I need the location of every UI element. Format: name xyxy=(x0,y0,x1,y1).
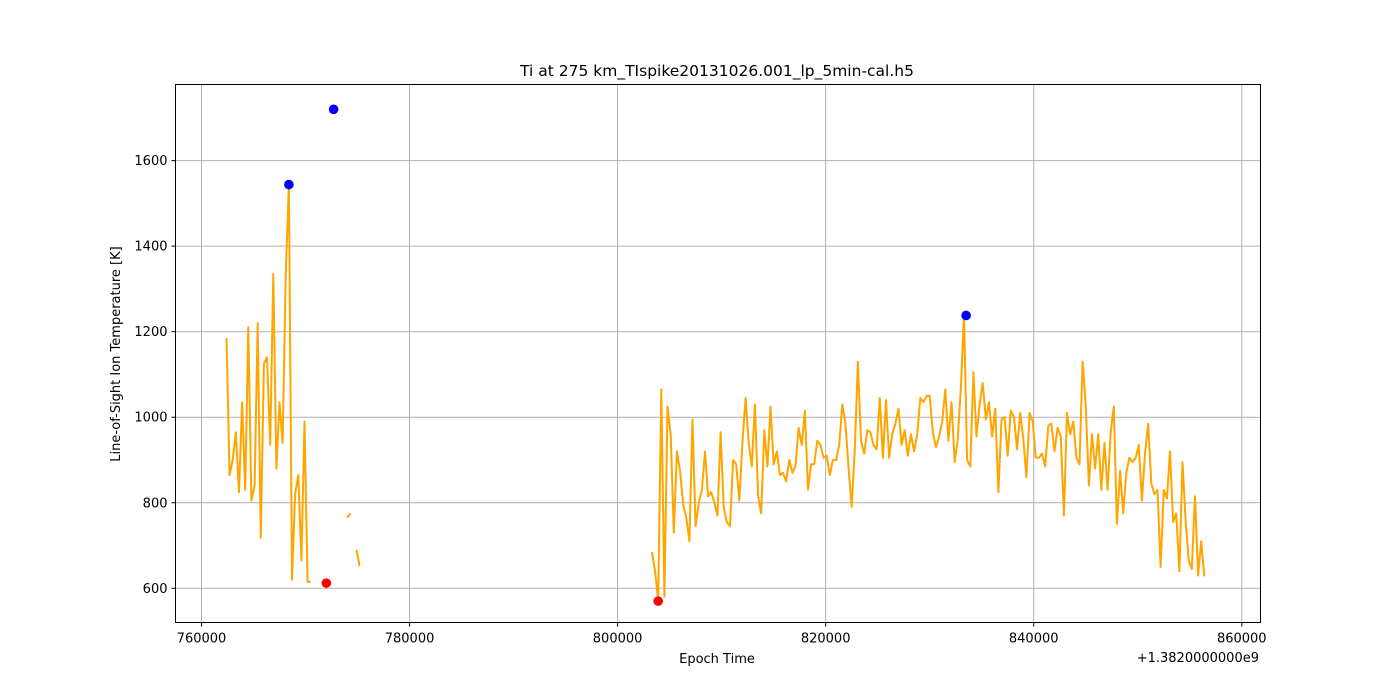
y-axis-label: Line-of-Sight Ion Temperature [K] xyxy=(109,246,124,461)
y-tick-label: 600 xyxy=(143,582,168,597)
plot-frame xyxy=(175,84,1261,623)
marker-point xyxy=(653,596,663,606)
chart-title: Ti at 275 km_TIspike20131026.001_lp_5min… xyxy=(519,62,914,81)
x-axis-ticks: 760000 780000 800000 820000 840000 860000 xyxy=(177,622,1267,647)
y-tick-label: 1400 xyxy=(134,240,167,255)
marker-layer xyxy=(284,104,971,606)
series-line-segment xyxy=(650,313,1206,603)
y-axis-ticks: 600 800 1000 1200 1400 1600 xyxy=(134,154,176,597)
series-layer xyxy=(225,183,1206,603)
marker-point xyxy=(328,104,339,115)
series-line-segment xyxy=(225,183,311,583)
x-tick-label: 800000 xyxy=(593,632,643,647)
series-line-segment xyxy=(346,512,352,519)
x-axis-label: Epoch Time xyxy=(679,652,755,667)
grid-lines xyxy=(175,84,1261,623)
x-tick-label: 820000 xyxy=(801,632,851,647)
marker-point xyxy=(961,310,971,321)
x-tick-label: 860000 xyxy=(1217,632,1267,647)
marker-point xyxy=(284,179,294,190)
y-tick-label: 1200 xyxy=(134,325,167,340)
y-tick-label: 800 xyxy=(143,496,168,511)
marker-point xyxy=(321,578,332,588)
y-tick-label: 1000 xyxy=(134,411,167,426)
x-tick-label: 780000 xyxy=(385,632,435,647)
x-axis-offset-label: +1.3820000000e9 xyxy=(1137,651,1259,666)
y-tick-label: 1600 xyxy=(134,154,167,169)
x-tick-label: 840000 xyxy=(1009,632,1059,647)
x-tick-label: 760000 xyxy=(177,632,227,647)
series-line-segment xyxy=(355,549,361,567)
